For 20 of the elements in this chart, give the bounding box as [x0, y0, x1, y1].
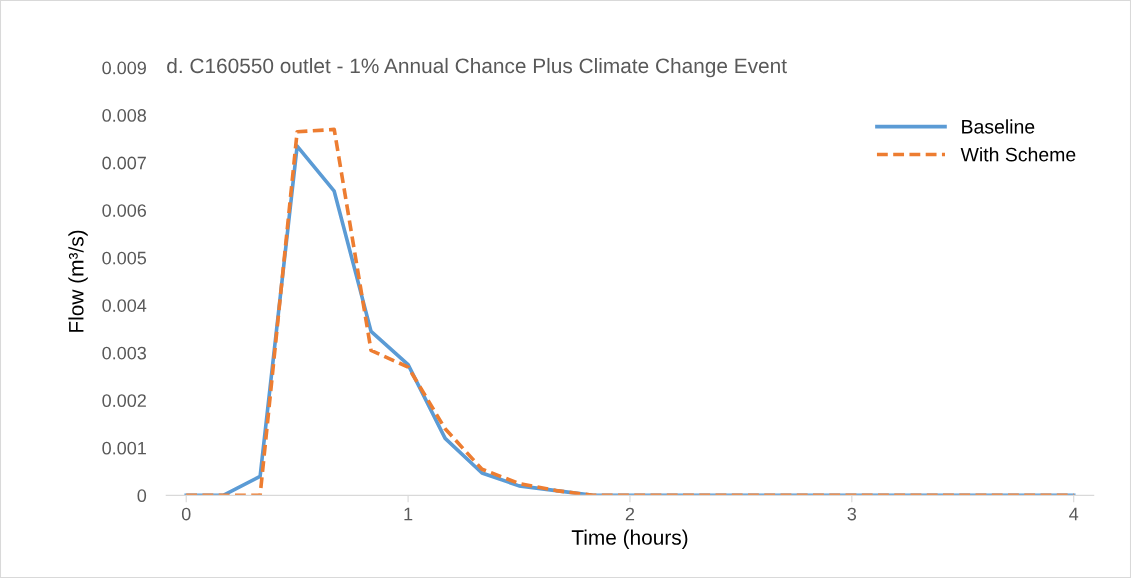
y-tick-label: 0.009	[102, 61, 146, 75]
x-tick-label: 3	[847, 507, 857, 521]
x-tick-label: 2	[625, 507, 635, 521]
legend-label: With Scheme	[960, 147, 1076, 162]
y-tick-label: 0.008	[102, 109, 147, 122]
legend-label: Baseline	[962, 119, 1035, 134]
y-tick-label: 0.005	[102, 251, 147, 265]
y-tick-label: 0.001	[102, 441, 146, 455]
y-tick-label: 0.007	[102, 156, 146, 170]
y-tick-label: 0.003	[102, 346, 147, 360]
x-tick-label: 0	[181, 507, 191, 521]
x-tick-label: 4	[1069, 507, 1079, 521]
y-axis-title: Flow (m³/s)	[68, 230, 88, 332]
chart-title: d. C160550 outlet - 1% Annual Chance Plus Climate Change Event	[167, 57, 787, 78]
y-tick-label: 0	[137, 489, 147, 503]
x-tick-label: 1	[404, 507, 413, 521]
y-tick-label: 0.002	[102, 394, 146, 408]
x-axis-title: Time (hours)	[571, 529, 688, 549]
y-tick-label: 0.006	[102, 204, 147, 217]
y-tick-label: 0.004	[102, 299, 147, 312]
